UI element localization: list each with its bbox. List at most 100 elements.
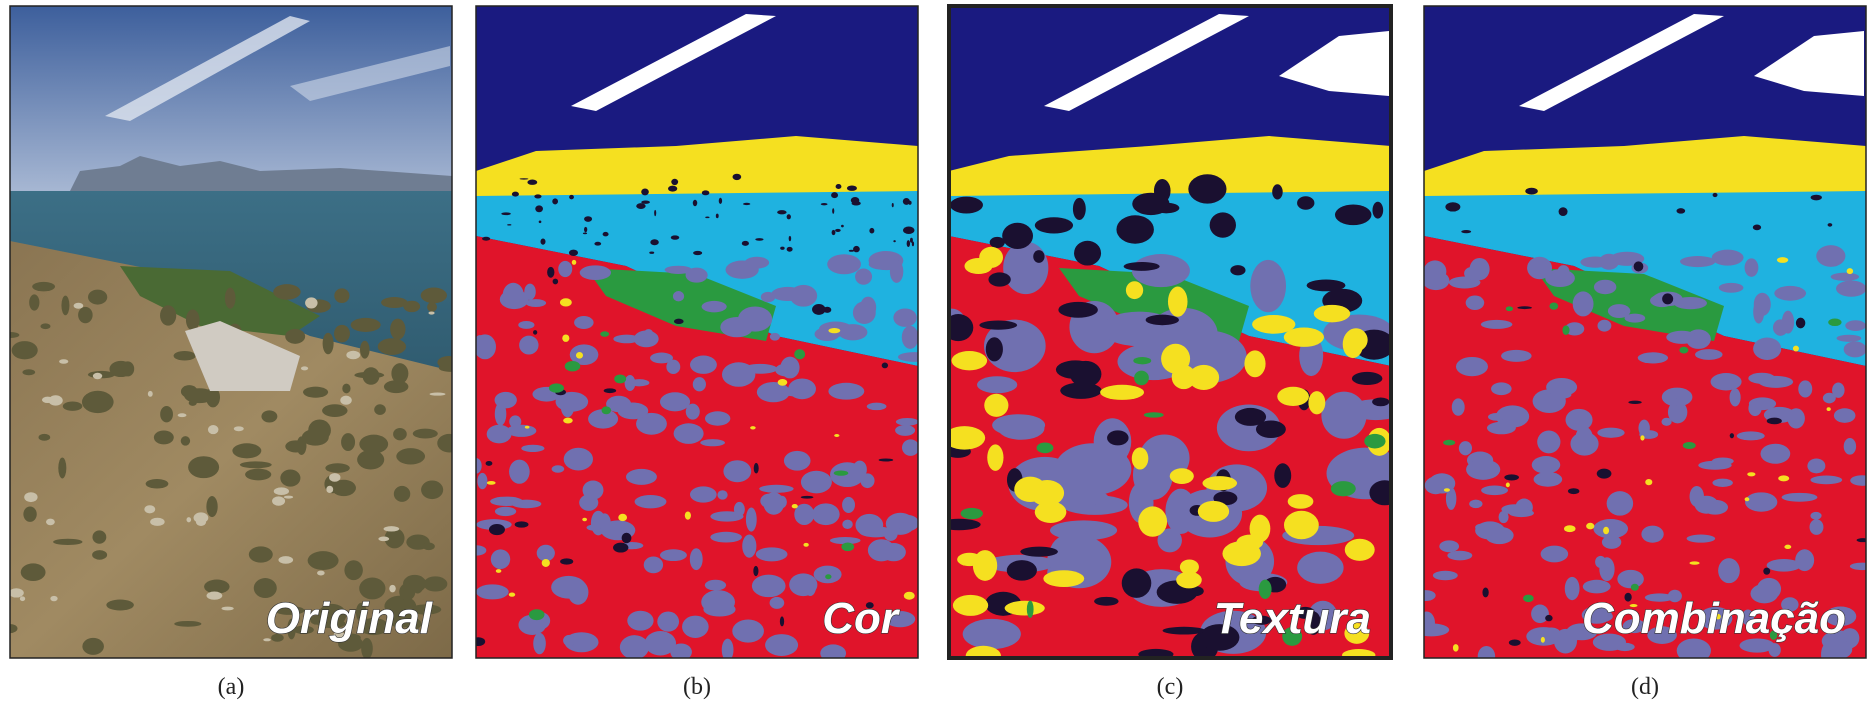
segment-blob	[792, 504, 798, 508]
segment-blob	[1583, 580, 1611, 594]
segment-blob	[249, 546, 273, 562]
segment-blob	[1527, 257, 1552, 279]
segment-blob	[206, 496, 217, 517]
segment-blob	[836, 184, 842, 189]
segment-blob	[501, 212, 511, 215]
segment-blob	[705, 217, 709, 219]
segment-blob	[1594, 280, 1616, 294]
segment-blob	[1447, 551, 1472, 561]
segment-blob	[1124, 262, 1160, 271]
segment-blob	[529, 609, 545, 620]
segment-blob	[1719, 283, 1744, 293]
segment-blob	[1027, 601, 1034, 618]
segment-blob	[222, 607, 234, 611]
segment-blob	[477, 473, 487, 489]
segment-blob	[351, 318, 381, 332]
segment-blob	[1453, 644, 1459, 652]
segment-blob	[855, 269, 872, 285]
segment-blob	[1452, 398, 1465, 415]
segment-blob	[285, 440, 306, 452]
segment-blob	[973, 550, 997, 581]
segment-blob	[853, 301, 876, 324]
segment-blob	[1730, 433, 1734, 438]
segment-blob	[515, 521, 529, 527]
segment-blob	[393, 428, 407, 440]
segment-blob	[693, 200, 697, 206]
segment-blob	[903, 227, 914, 234]
segment-blob	[1767, 418, 1782, 425]
segment-blob	[1308, 391, 1325, 414]
segment-blob	[423, 576, 447, 591]
segment-blob	[760, 494, 778, 509]
segment-blob	[1461, 230, 1471, 233]
segment-blob	[1030, 480, 1064, 506]
segment-blob	[20, 596, 25, 601]
segment-blob	[1607, 491, 1634, 516]
segment-blob	[374, 404, 386, 415]
segment-blob	[82, 638, 104, 655]
segment-blob	[1615, 643, 1635, 651]
segment-blob	[1638, 352, 1668, 363]
segment-blob	[1256, 421, 1286, 439]
segment-blob	[803, 543, 808, 547]
segment-blob	[1466, 459, 1500, 480]
segment-blob	[1586, 523, 1594, 530]
segment-blob	[674, 423, 704, 444]
segment-blob	[519, 336, 538, 355]
segment-blob	[842, 520, 852, 529]
segment-blob	[1345, 539, 1375, 561]
segment-blob	[953, 595, 988, 616]
segment-blob	[1823, 393, 1836, 404]
segment-blob	[1702, 500, 1728, 515]
segment-blob	[1645, 479, 1652, 485]
segment-blob	[50, 596, 57, 601]
segment-blob	[82, 391, 114, 413]
segment-blob	[507, 425, 537, 437]
segment-blob	[1811, 195, 1822, 201]
segment-blob	[74, 303, 84, 309]
segment-blob	[1748, 400, 1761, 416]
segment-blob	[334, 325, 350, 343]
segment-blob	[1737, 431, 1765, 440]
segment-blob	[423, 543, 435, 551]
segment-blob	[1774, 286, 1806, 301]
segment-blob	[1144, 412, 1164, 417]
segment-blob	[154, 430, 174, 444]
segment-blob	[1745, 497, 1750, 501]
segment-blob	[1525, 188, 1538, 195]
segment-blob	[1146, 315, 1179, 326]
segment-blob	[788, 379, 816, 400]
segment-blob	[63, 401, 83, 410]
segment-blob	[204, 580, 229, 594]
segment-blob	[1202, 476, 1237, 490]
segment-blob	[390, 319, 405, 340]
segment-blob	[340, 396, 351, 405]
segment-blob	[1809, 519, 1823, 535]
segment-blob	[963, 619, 1021, 649]
segment-blob	[574, 316, 594, 329]
segment-blob	[160, 406, 173, 422]
segment-blob	[825, 574, 831, 579]
segment-blob	[742, 241, 749, 246]
segment-blob	[847, 186, 857, 191]
segment-blob	[284, 496, 293, 499]
segment-blob	[509, 460, 530, 484]
segment-blob	[1037, 443, 1054, 454]
segment-blob	[754, 463, 759, 474]
segment-blob	[1638, 420, 1649, 437]
segment-blob	[569, 195, 574, 199]
segment-blob	[867, 403, 887, 411]
segment-blob	[1683, 442, 1696, 449]
segment-blob	[759, 485, 793, 493]
segment-blob	[537, 545, 555, 562]
segment-blob	[1549, 302, 1558, 309]
panel-caption: (d)	[1631, 674, 1659, 700]
segment-blob	[746, 507, 757, 531]
segment-blob	[285, 329, 305, 344]
segment-blob	[723, 460, 751, 482]
segment-blob	[682, 616, 709, 638]
segment-blob	[1153, 203, 1179, 214]
segment-blob	[430, 393, 446, 396]
segment-blob	[1163, 627, 1206, 635]
segment-blob	[503, 283, 524, 307]
